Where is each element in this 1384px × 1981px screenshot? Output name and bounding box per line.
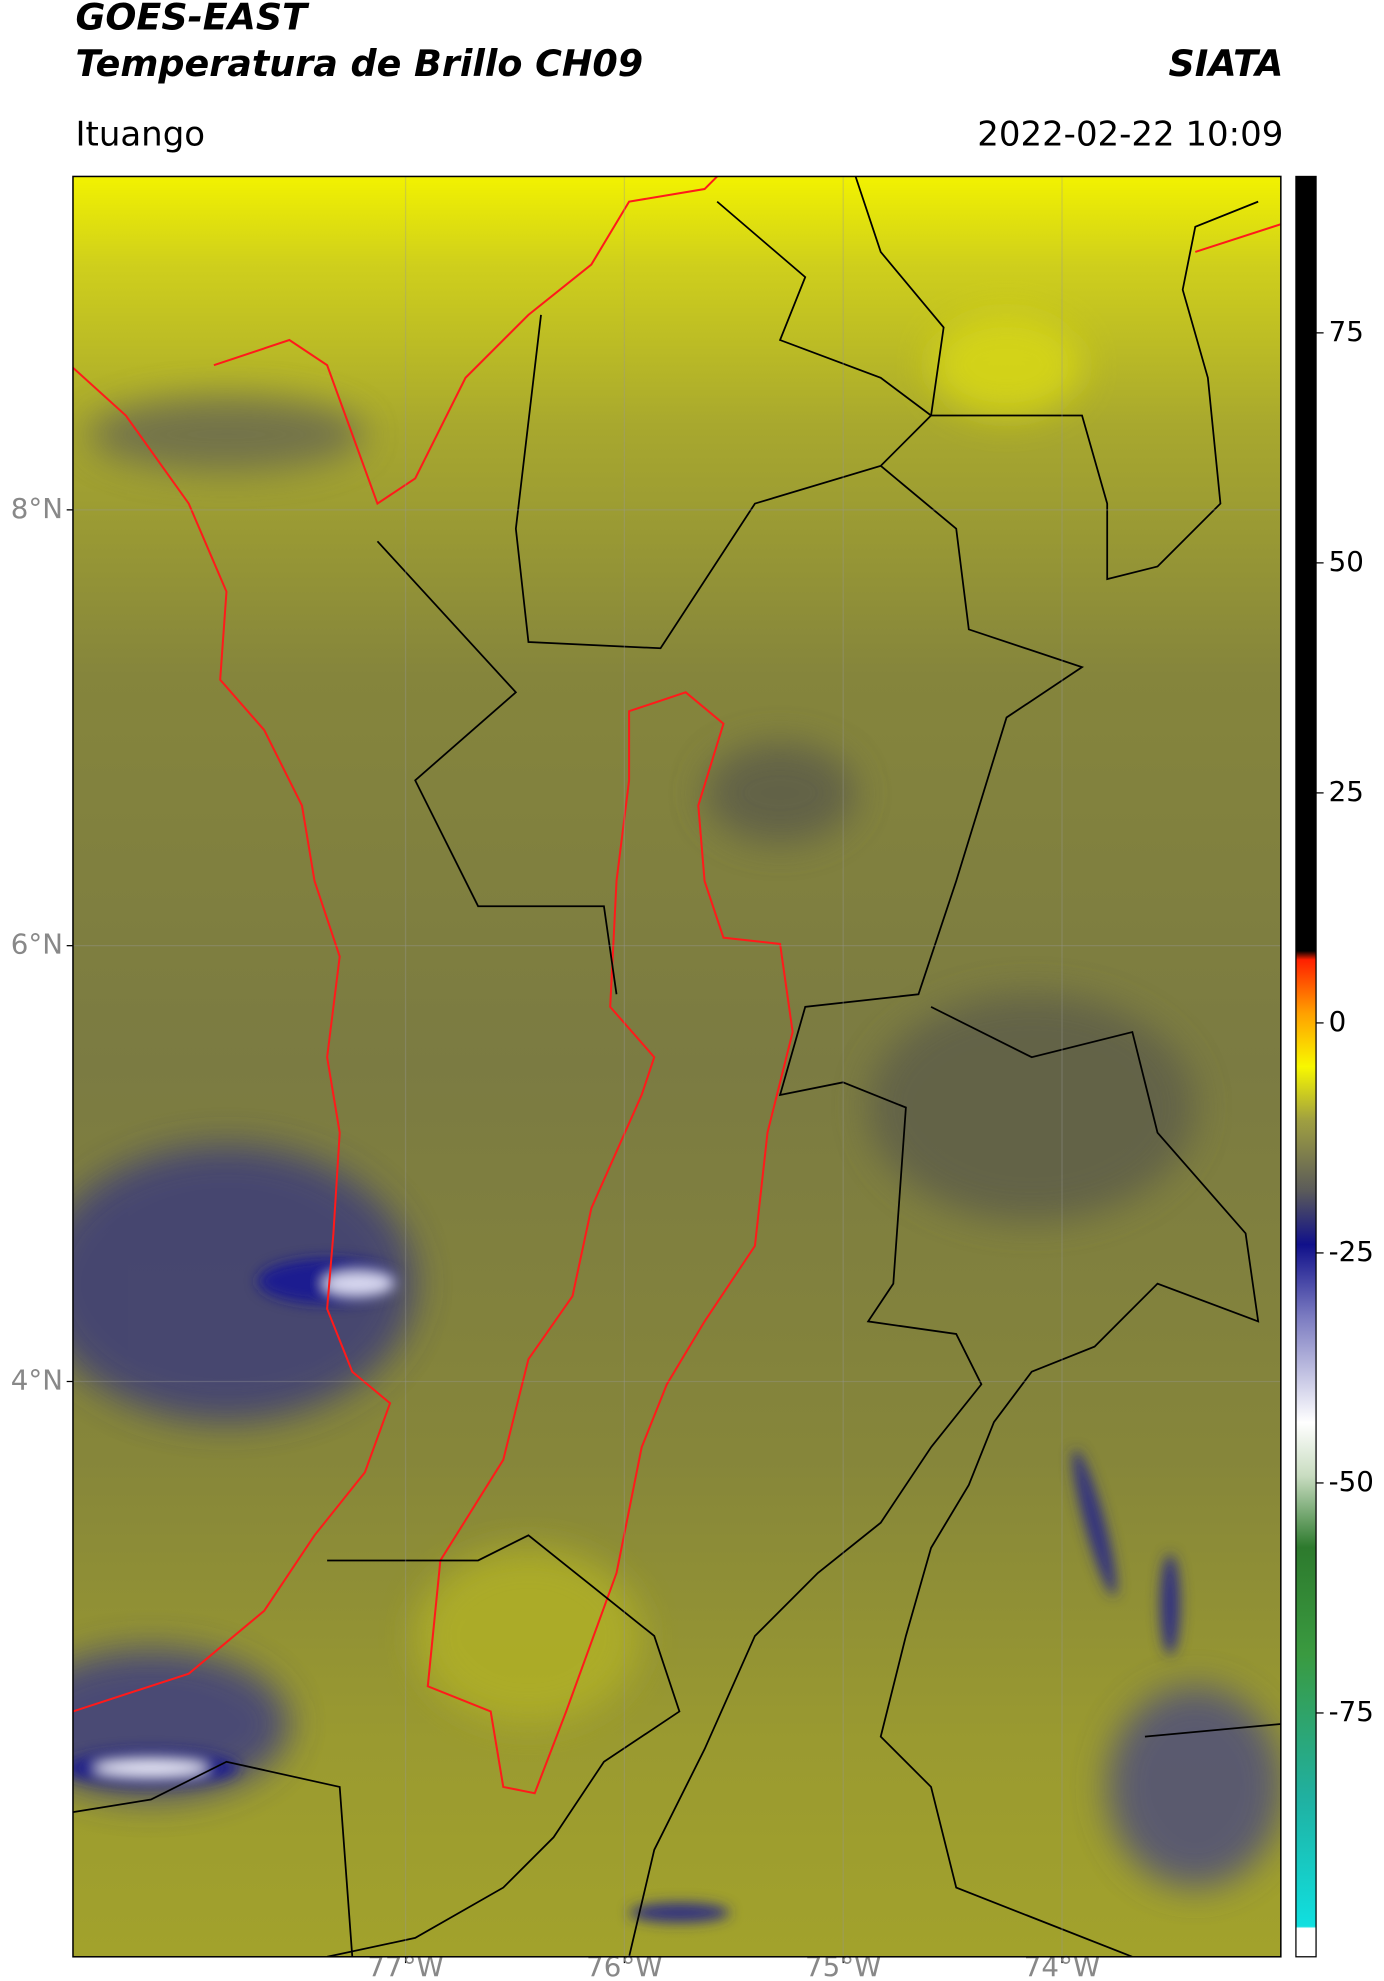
lon-label: 74°W	[1024, 1950, 1100, 1981]
colorbar-tick-label: -75	[1329, 1695, 1374, 1728]
colorbar-ticks: 75 50 25 0 -25 -50 -75	[1316, 315, 1374, 1728]
datetime: 2022-02-22 10:09	[977, 115, 1283, 155]
colorbar-tick-label: 25	[1329, 775, 1364, 808]
colorbar-tick-label: 50	[1329, 545, 1364, 578]
colorbar-tick-label: 75	[1329, 315, 1364, 348]
title: Temperatura de Brillo CH09	[75, 42, 643, 85]
colorbar	[1295, 175, 1317, 1958]
org: SIATA	[1169, 42, 1284, 85]
location: Ituango	[75, 115, 205, 155]
graticule: 8°N 6°N 4°N 77°W 76°W 75°W 74°W	[11, 176, 1281, 1981]
colorbar-tick-label: 0	[1329, 1005, 1347, 1038]
title: GOES-EAST	[75, 0, 310, 39]
lat-label: 6°N	[11, 928, 63, 961]
lon-label: 77°W	[367, 1950, 443, 1981]
lat-label: 4°N	[11, 1364, 63, 1397]
lon-label: 76°W	[586, 1950, 662, 1981]
colorbar-tick-label: -50	[1329, 1465, 1374, 1498]
map	[72, 176, 1281, 1957]
map-frame	[72, 175, 1282, 1958]
lat-label: 8°N	[11, 492, 63, 525]
lon-label: 75°W	[805, 1950, 881, 1981]
colorbar-tick-label: -25	[1329, 1235, 1374, 1268]
